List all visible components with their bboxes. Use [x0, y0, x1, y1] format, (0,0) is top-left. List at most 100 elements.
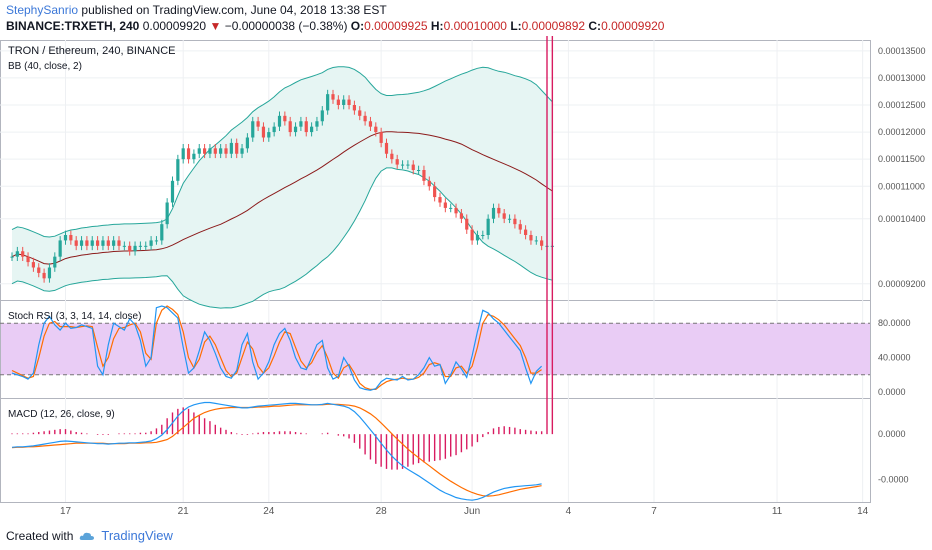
candle: [486, 218, 490, 235]
price-change: −0.00000038 (−0.38%): [224, 19, 348, 33]
candle: [176, 159, 180, 181]
candle: [154, 240, 159, 242]
candle: [229, 142, 233, 154]
symbol-label: BINANCE:TRXETH, 240: [6, 19, 140, 33]
candle: [374, 126, 378, 133]
y-tick-label: 0.00013500: [878, 46, 926, 56]
candle: [411, 164, 415, 170]
candle: [347, 99, 351, 105]
bb-fill: [12, 66, 553, 309]
published-text: published on TradingView.com, June 04, 2…: [81, 3, 387, 17]
candle: [529, 235, 533, 241]
close-value: 0.00009920: [601, 19, 665, 33]
close-label: C:: [588, 19, 602, 33]
candle: [261, 126, 266, 138]
candle: [358, 110, 362, 116]
candle: [63, 235, 68, 241]
candle: [400, 164, 405, 166]
candle: [326, 94, 330, 111]
candle: [534, 240, 538, 242]
chart-area[interactable]: 17 21 24 28 Jun 4 7 11 14 0.00013500 0.00013000 0.0…: [0, 36, 932, 522]
candle: [251, 121, 255, 138]
candle: [26, 256, 30, 263]
bb-basis-line: [11, 131, 553, 265]
candle: [15, 251, 19, 257]
tradingview-cloud-icon: [80, 532, 95, 540]
candle: [438, 197, 442, 203]
candle: [208, 148, 212, 154]
footer: Created with TradingView: [6, 528, 173, 543]
candle: [42, 272, 46, 279]
candle: [293, 126, 298, 133]
candle: [85, 240, 89, 246]
candle: [465, 218, 469, 230]
candle: [58, 240, 62, 257]
down-arrow-icon: ▼: [209, 19, 222, 33]
bb-indicator-label: BB (40, close, 2): [8, 61, 82, 72]
candle: [267, 132, 271, 138]
candle: [74, 240, 78, 246]
stoch-rsi-y-tick: 40.0000: [878, 353, 911, 363]
candle: [497, 207, 501, 214]
x-tick-label: 7: [651, 506, 657, 517]
low-label: L:: [510, 19, 522, 33]
bb-upper-line: [11, 66, 553, 238]
created-with-text: Created with: [6, 528, 74, 543]
stoch-rsi-k-line: [11, 305, 543, 391]
candle: [304, 121, 308, 133]
candle: [112, 240, 116, 246]
candle: [449, 207, 453, 209]
candle: [235, 142, 239, 154]
candle: [160, 224, 164, 241]
stoch-rsi-title: Stoch RSI (3, 3, 14, 14, close): [8, 311, 141, 322]
candle: [256, 121, 260, 127]
candle: [277, 115, 282, 127]
candle: [90, 240, 94, 246]
candle: [417, 170, 421, 171]
candle: [245, 137, 249, 149]
candle: [363, 115, 367, 122]
candle: [481, 235, 485, 236]
candle: [224, 148, 228, 154]
candle: [507, 218, 512, 220]
candle: [31, 262, 35, 268]
y-tick-label: 0.00013000: [878, 73, 926, 83]
candle: [491, 207, 496, 219]
candle: [422, 170, 426, 181]
candle: [443, 202, 447, 208]
candle: [299, 121, 303, 127]
candle: [197, 148, 201, 154]
candle: [288, 121, 292, 133]
macd-y-tick: -0.0000: [878, 474, 909, 484]
candle: [69, 235, 73, 241]
candle: [342, 99, 346, 105]
candle: [336, 99, 340, 105]
candle: [213, 148, 217, 154]
x-tick-label: 14: [857, 506, 869, 517]
candle: [433, 186, 437, 198]
macd-y-tick: 0.0000: [878, 429, 906, 439]
x-tick-label: 24: [263, 506, 275, 517]
x-tick-label: 17: [60, 506, 72, 517]
candle: [502, 213, 506, 219]
tradingview-link[interactable]: TradingView: [101, 528, 173, 543]
candle: [352, 105, 356, 111]
y-tick-label: 0.00010400: [878, 214, 926, 224]
y-tick-label: 0.00012500: [878, 100, 926, 110]
y-tick-label: 0.00011000: [878, 181, 925, 191]
candle: [192, 153, 196, 160]
stoch-rsi-y-tick: 0.0000: [878, 387, 906, 397]
y-tick-label: 0.00011500: [878, 154, 925, 164]
candle: [117, 240, 121, 246]
candle: [379, 132, 383, 143]
candle: [524, 229, 528, 235]
publish-info: StephySanrio published on TradingView.co…: [6, 3, 387, 17]
price-pane-title: TRON / Ethereum, 240, BINANCE: [8, 45, 176, 57]
macd-title: MACD (12, 26, close, 9): [8, 409, 115, 420]
candle: [144, 245, 148, 247]
candle: [272, 126, 276, 133]
candle: [170, 180, 175, 203]
author-link[interactable]: StephySanrio: [6, 3, 79, 17]
candle: [219, 148, 223, 154]
candle: [331, 94, 335, 100]
